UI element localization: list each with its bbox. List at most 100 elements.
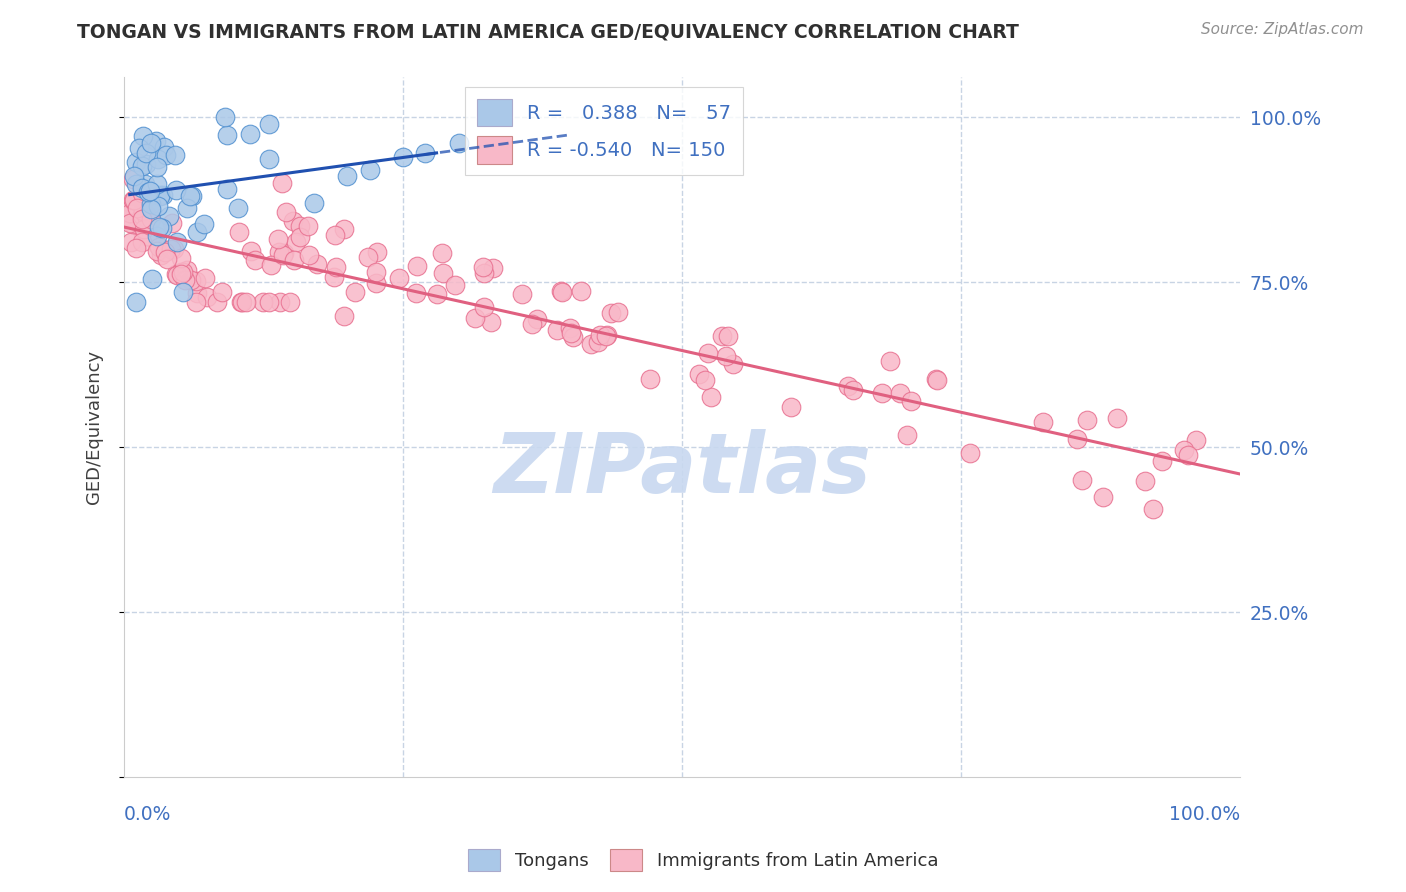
- Point: [152, 188, 174, 202]
- Point: [274, 205, 297, 219]
- Point: [125, 177, 148, 191]
- Point: [128, 141, 150, 155]
- Point: [160, 243, 183, 257]
- Point: [136, 185, 159, 199]
- Point: [150, 248, 173, 262]
- Point: [695, 373, 717, 387]
- Point: [560, 326, 582, 341]
- Point: [1173, 443, 1195, 458]
- Point: [148, 199, 170, 213]
- Point: [596, 328, 619, 343]
- Point: [205, 294, 228, 309]
- Point: [122, 169, 145, 183]
- Point: [165, 267, 187, 281]
- Point: [925, 373, 948, 387]
- Point: [546, 323, 568, 337]
- Point: [145, 134, 167, 148]
- Point: [520, 317, 543, 331]
- Point: [131, 208, 153, 222]
- Point: [443, 277, 465, 292]
- Point: [135, 207, 157, 221]
- Point: [333, 309, 356, 323]
- Point: [298, 248, 321, 262]
- Point: [146, 160, 169, 174]
- Point: [288, 219, 311, 233]
- Point: [136, 211, 159, 226]
- Point: [426, 287, 449, 301]
- Point: [181, 189, 204, 203]
- Point: [558, 320, 581, 334]
- Point: [169, 267, 191, 281]
- Point: [285, 235, 308, 249]
- Point: [135, 157, 157, 171]
- Point: [392, 150, 415, 164]
- Point: [550, 285, 572, 299]
- Point: [257, 153, 280, 167]
- Point: [235, 294, 257, 309]
- Point: [132, 129, 155, 144]
- Point: [138, 189, 160, 203]
- Point: [302, 195, 325, 210]
- Point: [305, 257, 328, 271]
- Point: [146, 244, 169, 258]
- Point: [323, 228, 346, 243]
- Point: [131, 235, 153, 249]
- Point: [239, 244, 262, 259]
- Point: [1091, 490, 1114, 504]
- Point: [271, 176, 294, 190]
- Point: [195, 290, 218, 304]
- Point: [146, 152, 169, 166]
- Point: [153, 245, 176, 260]
- Point: [226, 201, 249, 215]
- Point: [344, 285, 367, 300]
- Point: [141, 271, 163, 285]
- Point: [432, 266, 454, 280]
- Point: [121, 197, 143, 211]
- Point: [156, 252, 179, 267]
- Point: [211, 285, 233, 299]
- Point: [193, 217, 215, 231]
- Point: [638, 372, 661, 386]
- Point: [231, 294, 253, 309]
- Point: [447, 136, 470, 151]
- Point: [155, 148, 177, 162]
- Point: [125, 241, 148, 255]
- Point: [228, 225, 250, 239]
- Point: [150, 220, 173, 235]
- Text: Source: ZipAtlas.com: Source: ZipAtlas.com: [1201, 22, 1364, 37]
- Point: [149, 187, 172, 202]
- Point: [405, 286, 427, 301]
- Point: [697, 345, 720, 359]
- Point: [1066, 432, 1088, 446]
- Point: [141, 197, 163, 211]
- Text: 0.0%: 0.0%: [124, 805, 172, 824]
- Point: [145, 236, 167, 251]
- Point: [120, 203, 142, 218]
- Point: [607, 305, 630, 319]
- Point: [1071, 473, 1094, 487]
- Point: [215, 128, 238, 143]
- Point: [139, 136, 162, 150]
- Point: [124, 193, 146, 207]
- Point: [283, 213, 305, 227]
- Point: [148, 240, 170, 254]
- Point: [889, 385, 911, 400]
- Point: [215, 182, 238, 196]
- Point: [121, 218, 143, 232]
- Point: [482, 261, 505, 276]
- Point: [169, 265, 191, 279]
- Point: [131, 186, 153, 201]
- Point: [842, 383, 865, 397]
- Point: [721, 357, 744, 371]
- Point: [139, 184, 162, 198]
- Point: [879, 354, 901, 368]
- Point: [125, 202, 148, 216]
- Point: [325, 260, 347, 274]
- Point: [297, 219, 319, 233]
- Point: [595, 329, 617, 343]
- Point: [139, 230, 162, 244]
- Point: [134, 222, 156, 236]
- Point: [166, 268, 188, 282]
- Point: [551, 285, 574, 299]
- Point: [464, 311, 486, 326]
